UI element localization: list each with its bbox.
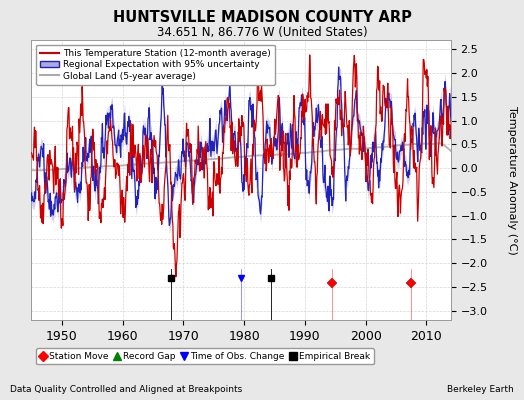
Y-axis label: Temperature Anomaly (°C): Temperature Anomaly (°C) (507, 106, 517, 254)
Legend: Station Move, Record Gap, Time of Obs. Change, Empirical Break: Station Move, Record Gap, Time of Obs. C… (36, 348, 374, 364)
Text: 34.651 N, 86.776 W (United States): 34.651 N, 86.776 W (United States) (157, 26, 367, 39)
Text: HUNTSVILLE MADISON COUNTY ARP: HUNTSVILLE MADISON COUNTY ARP (113, 10, 411, 25)
Text: Data Quality Controlled and Aligned at Breakpoints: Data Quality Controlled and Aligned at B… (10, 385, 243, 394)
Text: Berkeley Earth: Berkeley Earth (447, 385, 514, 394)
